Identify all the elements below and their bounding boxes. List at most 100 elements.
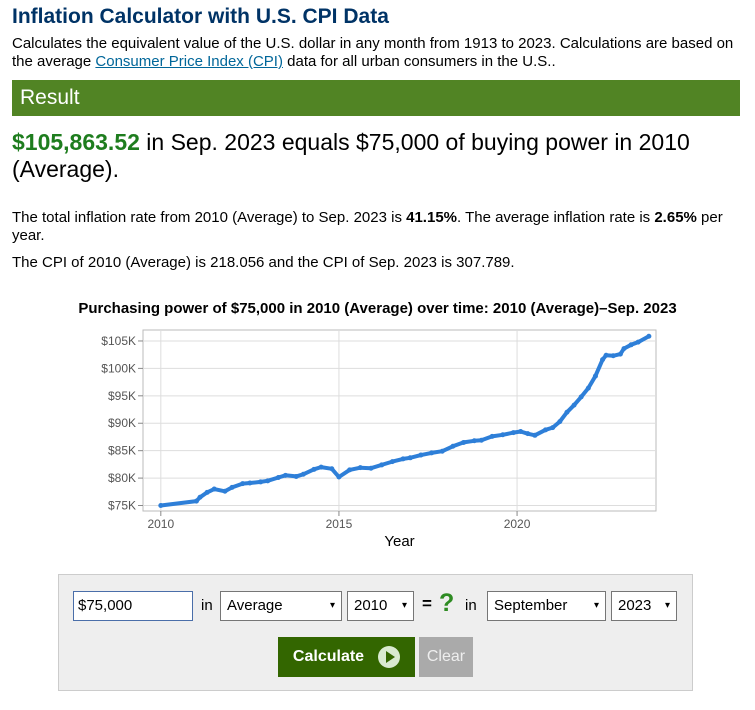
data-point	[518, 428, 524, 434]
cpi-text: The CPI of 2010 (Average) is 218.056 and…	[12, 254, 515, 271]
end-year-value: 2023	[618, 597, 652, 614]
chevron-down-icon: ▾	[401, 600, 407, 611]
x-tick-label: 2010	[147, 517, 174, 531]
start-year-select[interactable]: 2010 ▾	[347, 591, 414, 621]
rate-text-c: per year.	[12, 209, 723, 244]
data-point	[525, 431, 531, 437]
data-point	[193, 498, 199, 504]
data-point	[500, 432, 506, 438]
data-point	[532, 432, 538, 438]
data-point	[293, 473, 299, 479]
y-tick-label: $105K	[101, 334, 136, 348]
inflation-rate-text: The total inflation rate from 2010 (Aver…	[12, 209, 742, 245]
data-point	[471, 438, 477, 444]
intro-text: Calculates the equivalent value of the U…	[12, 35, 742, 71]
end-month-value: September	[494, 597, 568, 614]
data-point	[592, 373, 598, 379]
cpi-link[interactable]: Consumer Price Index (CPI)	[95, 53, 283, 70]
x-tick-label: 2015	[326, 517, 353, 531]
data-point	[461, 439, 467, 445]
data-point	[600, 357, 606, 363]
in-label-2: in	[465, 597, 477, 614]
data-point	[571, 402, 577, 408]
data-point	[222, 488, 228, 494]
data-point	[407, 455, 413, 461]
y-tick-label: $95K	[108, 389, 136, 403]
data-point	[564, 409, 570, 415]
in-label-1: in	[201, 597, 213, 614]
chevron-down-icon: ▾	[329, 600, 335, 611]
data-point	[283, 472, 288, 478]
start-year-value: 2010	[354, 597, 388, 614]
y-tick-label: $90K	[108, 416, 136, 430]
data-point	[603, 352, 609, 358]
data-point	[635, 339, 641, 345]
data-point	[368, 465, 374, 471]
data-point	[550, 425, 556, 431]
data-point	[557, 419, 563, 425]
end-month-select[interactable]: September ▾	[487, 591, 606, 621]
data-point	[578, 394, 584, 400]
data-point	[318, 464, 324, 470]
period-select-value: Average	[227, 597, 283, 614]
data-point	[357, 465, 363, 471]
y-tick-label: $80K	[108, 471, 136, 485]
data-point	[389, 459, 395, 465]
data-point	[336, 474, 342, 480]
data-point	[400, 456, 406, 462]
data-point	[300, 471, 306, 477]
total-inflation-rate: 41.15%	[406, 209, 457, 226]
data-point	[610, 353, 616, 359]
result-headline: $105,863.52 in Sep. 2023 equals $75,000 …	[12, 129, 742, 183]
calculate-label: Calculate	[292, 648, 365, 665]
purchasing-power-chart: $75K $80K $85K $90K $95K $100K $105K 2010 2015 20…	[101, 329, 657, 550]
data-point	[311, 466, 317, 472]
data-point	[621, 346, 627, 352]
data-point	[204, 489, 210, 495]
result-header: Result	[12, 80, 740, 116]
data-point	[158, 503, 164, 509]
data-point	[247, 480, 253, 486]
y-tick-label: $75K	[108, 499, 136, 513]
x-axis-label: Year	[384, 533, 414, 550]
data-point	[439, 448, 445, 454]
data-point	[489, 433, 495, 439]
data-point	[275, 475, 281, 481]
calculator-form: $75,000 in Average ▾ 2010 ▾ = ? in Septemb…	[58, 574, 693, 691]
x-tick-label: 2020	[504, 517, 531, 531]
data-point	[329, 466, 335, 472]
data-point	[543, 427, 549, 433]
chevron-down-icon: ▾	[664, 600, 670, 611]
data-point	[197, 494, 203, 500]
data-point	[511, 430, 516, 436]
end-year-select[interactable]: 2023 ▾	[611, 591, 677, 621]
data-point	[478, 437, 484, 443]
result-headline-text: in Sep. 2023 equals $75,000 of buying po…	[12, 129, 690, 182]
play-icon	[378, 646, 401, 668]
result-amount: $105,863.52	[12, 129, 140, 155]
y-tick-label: $100K	[101, 361, 136, 375]
rate-text-a: The total inflation rate from 2010 (Aver…	[12, 209, 407, 226]
data-point	[379, 462, 385, 468]
data-point	[265, 478, 271, 484]
data-point	[646, 333, 652, 339]
data-point	[258, 479, 264, 485]
data-point	[229, 484, 235, 490]
period-select[interactable]: Average ▾	[220, 591, 342, 621]
question-mark: ?	[439, 589, 455, 617]
chevron-down-icon: ▾	[593, 600, 599, 611]
data-point	[347, 467, 353, 473]
data-point	[211, 486, 217, 492]
clear-button[interactable]: Clear	[419, 637, 473, 677]
amount-input[interactable]: $75,000	[73, 591, 193, 621]
calculate-button[interactable]: Calculate	[278, 637, 415, 677]
data-point	[617, 351, 623, 357]
intro-text-end: data for all urban consumers in the U.S.…	[282, 53, 556, 70]
intro-text-start: Calculates the equivalent value of the U…	[12, 35, 734, 70]
data-point	[628, 342, 634, 348]
equals-sign: =	[422, 594, 432, 613]
y-tick-label: $85K	[108, 444, 136, 458]
data-point	[429, 450, 435, 456]
plot-area	[142, 329, 657, 512]
data-point	[585, 385, 591, 391]
